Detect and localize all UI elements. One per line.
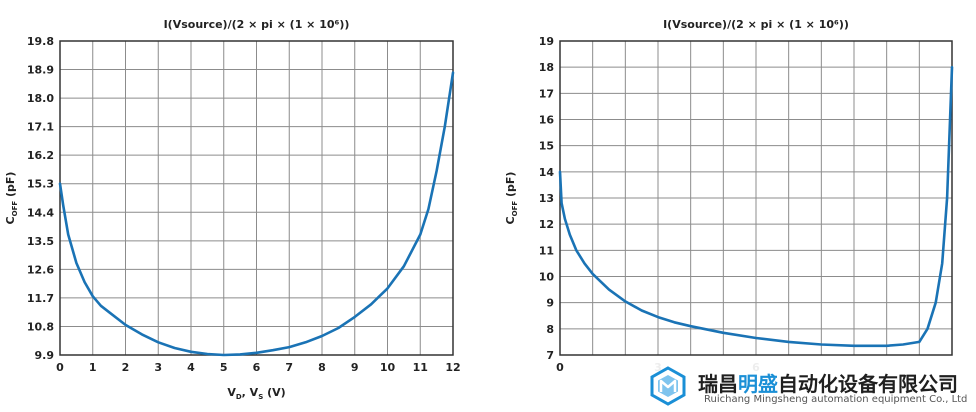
company-name-part-2: 明盛: [738, 372, 778, 396]
y-tick-label: 15.3: [27, 178, 54, 191]
x-tick-label: 0: [556, 361, 564, 374]
company-logo-icon: [650, 366, 686, 406]
company-english-name: Ruichang Mingsheng automation equipment …: [704, 394, 968, 405]
plot-frame: [59, 40, 454, 356]
y-tick-label: 17.1: [27, 121, 54, 134]
company-name-part-3: 自动化设备有限公司: [778, 372, 958, 396]
data-line: [558, 65, 954, 348]
x-tick-label: 2: [122, 361, 130, 374]
data-line: [58, 71, 455, 357]
y-tick-label: 18.0: [27, 92, 54, 105]
y-tick-label: 19.8: [27, 35, 54, 48]
x-tick-label: 3: [154, 361, 162, 374]
chart-right: I(Vsource)/(2 × pi × (1 × 10⁶)) 7 8 9 10 11 12…: [504, 18, 954, 374]
chart-left: I(Vsource)/(2 × pi × (1 × 10⁶))9.910.811…: [4, 18, 461, 401]
x-tick-label: 9: [351, 361, 359, 374]
y-tick-label: 13: [539, 192, 554, 205]
plot-frame: [559, 40, 953, 356]
x-tick-label: 6: [253, 361, 261, 374]
x-tick-label: 5: [220, 361, 228, 374]
y-tick-label: 18: [539, 61, 554, 74]
y-tick-label: 19: [539, 35, 554, 48]
y-tick-label: 10: [539, 271, 555, 284]
y-tick-label: 17: [539, 87, 554, 100]
company-watermark: 瑞昌明盛自动化设备有限公司 Ruichang Mingsheng automat…: [646, 362, 976, 412]
y-tick-label: 10.8: [27, 320, 54, 333]
x-tick-label: 12: [445, 361, 460, 374]
company-name-part-1: 瑞昌: [698, 372, 738, 396]
company-name: 瑞昌明盛自动化设备有限公司: [698, 368, 958, 397]
y-tick-label: 7: [546, 349, 554, 362]
x-axis-label: VD, VS (V): [227, 386, 285, 401]
x-tick-label: 0: [56, 361, 64, 374]
y-tick-label: 12.6: [27, 263, 54, 276]
x-tick-label: 8: [318, 361, 326, 374]
x-tick-label: 10: [380, 361, 396, 374]
y-tick-label: 13.5: [27, 235, 54, 248]
y-tick-label: 14: [539, 166, 555, 179]
y-tick-label: 9: [546, 297, 554, 310]
chart-title: I(Vsource)/(2 × pi × (1 × 10⁶)): [663, 18, 849, 31]
y-tick-label: 11: [539, 244, 554, 257]
y-tick-label: 14.4: [27, 206, 54, 219]
y-tick-label: 15: [539, 140, 554, 153]
x-tick-label: 7: [285, 361, 293, 374]
x-tick-label: 11: [413, 361, 428, 374]
x-tick-label: 1: [89, 361, 97, 374]
x-tick-label: 4: [187, 361, 195, 374]
y-tick-label: 12: [539, 218, 554, 231]
y-axis-label: COFF (pF): [504, 172, 519, 225]
y-tick-label: 16.2: [27, 149, 54, 162]
y-tick-label: 11.7: [27, 292, 54, 305]
y-tick-label: 8: [546, 323, 554, 336]
y-axis-label: COFF (pF): [4, 172, 19, 225]
y-tick-label: 9.9: [35, 349, 55, 362]
y-tick-label: 16: [539, 114, 555, 127]
chart-title: I(Vsource)/(2 × pi × (1 × 10⁶)): [164, 18, 350, 31]
y-tick-label: 18.9: [27, 64, 54, 77]
